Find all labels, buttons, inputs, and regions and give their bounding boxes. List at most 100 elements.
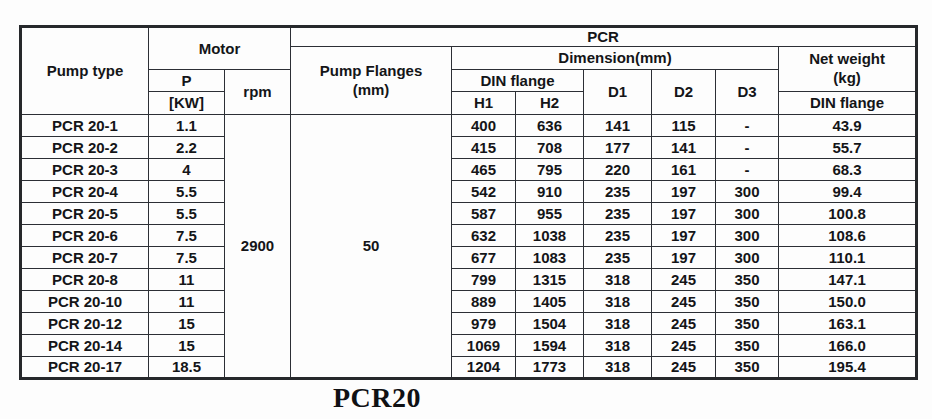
cell-h2: 1594 (516, 335, 584, 357)
cell-h2: 1405 (516, 291, 584, 313)
cell-p-kw: 15 (149, 335, 225, 357)
cell-pump-type: PCR 20-10 (21, 291, 149, 313)
cell-net-weight: 43.9 (779, 115, 917, 137)
cell-pump-type: PCR 20-7 (21, 247, 149, 269)
cell-h2: 636 (516, 115, 584, 137)
cell-pump-type: PCR 20-3 (21, 159, 149, 181)
cell-h2: 708 (516, 137, 584, 159)
header-pump-flanges-unit: (mm) (291, 81, 451, 100)
cell-net-weight: 55.7 (779, 137, 917, 159)
cell-p-kw: 7.5 (149, 225, 225, 247)
cell-pump-type: PCR 20-1 (21, 115, 149, 137)
cell-rpm-shared: 2900 (225, 115, 291, 379)
table-caption: PCR20 (333, 382, 421, 414)
page: Pump type Motor PCR Pump Flanges (mm) Di… (0, 0, 932, 419)
cell-net-weight: 163.1 (779, 313, 917, 335)
cell-h1: 1069 (452, 335, 516, 357)
cell-pump-flanges-shared: 50 (291, 115, 452, 379)
cell-d1: 318 (584, 269, 652, 291)
table-row: PCR 20-1 1.1 2900 50 400 636 141 115 - 4… (21, 115, 917, 137)
cell-h1: 542 (452, 181, 516, 203)
cell-d1: 235 (584, 181, 652, 203)
cell-d1: 318 (584, 357, 652, 379)
cell-d3: 300 (716, 181, 779, 203)
cell-p-kw: 11 (149, 269, 225, 291)
table-row: PCR 20-3 4 465 795 220 161 - 68.3 (21, 159, 917, 181)
cell-d1: 318 (584, 313, 652, 335)
cell-d1: 235 (584, 203, 652, 225)
cell-h1: 799 (452, 269, 516, 291)
cell-d2: 161 (652, 159, 716, 181)
cell-d2: 245 (652, 313, 716, 335)
header-net-weight-din-flange: DIN flange (779, 92, 917, 115)
cell-d2: 245 (652, 291, 716, 313)
cell-h1: 979 (452, 313, 516, 335)
cell-pump-type: PCR 20-12 (21, 313, 149, 335)
cell-pump-type: PCR 20-6 (21, 225, 149, 247)
header-h1: H1 (452, 92, 516, 115)
cell-h2: 1315 (516, 269, 584, 291)
cell-d2: 197 (652, 203, 716, 225)
cell-h1: 415 (452, 137, 516, 159)
cell-d2: 197 (652, 225, 716, 247)
cell-d2: 245 (652, 357, 716, 379)
cell-net-weight: 108.6 (779, 225, 917, 247)
table-row: PCR 20-4 5.5 542 910 235 197 300 99.4 (21, 181, 917, 203)
cell-d3: 300 (716, 225, 779, 247)
cell-pump-type: PCR 20-14 (21, 335, 149, 357)
cell-p-kw: 11 (149, 291, 225, 313)
cell-d1: 318 (584, 291, 652, 313)
table-row: PCR 20-12 15 979 1504 318 245 350 163.1 (21, 313, 917, 335)
table-row: PCR 20-8 11 799 1315 318 245 350 147.1 (21, 269, 917, 291)
cell-p-kw: 1.1 (149, 115, 225, 137)
header-din-flange: DIN flange (452, 70, 584, 92)
cell-h1: 889 (452, 291, 516, 313)
header-p-unit: [KW] (149, 92, 225, 115)
cell-d3: 300 (716, 247, 779, 269)
header-d2: D2 (652, 70, 716, 115)
cell-d1: 235 (584, 225, 652, 247)
cell-p-kw: 4 (149, 159, 225, 181)
header-h2: H2 (516, 92, 584, 115)
cell-d2: 197 (652, 247, 716, 269)
cell-net-weight: 110.1 (779, 247, 917, 269)
cell-d3: 350 (716, 269, 779, 291)
cell-d1: 220 (584, 159, 652, 181)
cell-p-kw: 18.5 (149, 357, 225, 379)
cell-d3: - (716, 115, 779, 137)
pump-spec-table: Pump type Motor PCR Pump Flanges (mm) Di… (19, 25, 918, 380)
cell-h1: 587 (452, 203, 516, 225)
cell-d3: - (716, 159, 779, 181)
cell-d3: - (716, 137, 779, 159)
cell-net-weight: 68.3 (779, 159, 917, 181)
cell-d3: 350 (716, 357, 779, 379)
table-row: PCR 20-2 2.2 415 708 177 141 - 55.7 (21, 137, 917, 159)
cell-d2: 245 (652, 269, 716, 291)
cell-pump-type: PCR 20-4 (21, 181, 149, 203)
cell-d3: 300 (716, 203, 779, 225)
cell-p-kw: 5.5 (149, 181, 225, 203)
cell-h2: 1038 (516, 225, 584, 247)
cell-h2: 1504 (516, 313, 584, 335)
cell-net-weight: 195.4 (779, 357, 917, 379)
header-motor: Motor (149, 27, 291, 70)
header-pcr: PCR (291, 27, 917, 47)
cell-p-kw: 15 (149, 313, 225, 335)
table-row: PCR 20-5 5.5 587 955 235 197 300 100.8 (21, 203, 917, 225)
header-pump-flanges-label: Pump Flanges (291, 62, 451, 81)
cell-d2: 141 (652, 137, 716, 159)
cell-pump-type: PCR 20-5 (21, 203, 149, 225)
table-row: PCR 20-14 15 1069 1594 318 245 350 166.0 (21, 335, 917, 357)
table-row: PCR 20-7 7.5 677 1083 235 197 300 110.1 (21, 247, 917, 269)
header-d3: D3 (716, 70, 779, 115)
cell-d1: 235 (584, 247, 652, 269)
header-net-weight-unit: (kg) (779, 69, 915, 88)
cell-d1: 177 (584, 137, 652, 159)
cell-h2: 910 (516, 181, 584, 203)
cell-p-kw: 5.5 (149, 203, 225, 225)
cell-d3: 350 (716, 335, 779, 357)
cell-h1: 677 (452, 247, 516, 269)
cell-d1: 318 (584, 335, 652, 357)
cell-net-weight: 99.4 (779, 181, 917, 203)
cell-d2: 245 (652, 335, 716, 357)
